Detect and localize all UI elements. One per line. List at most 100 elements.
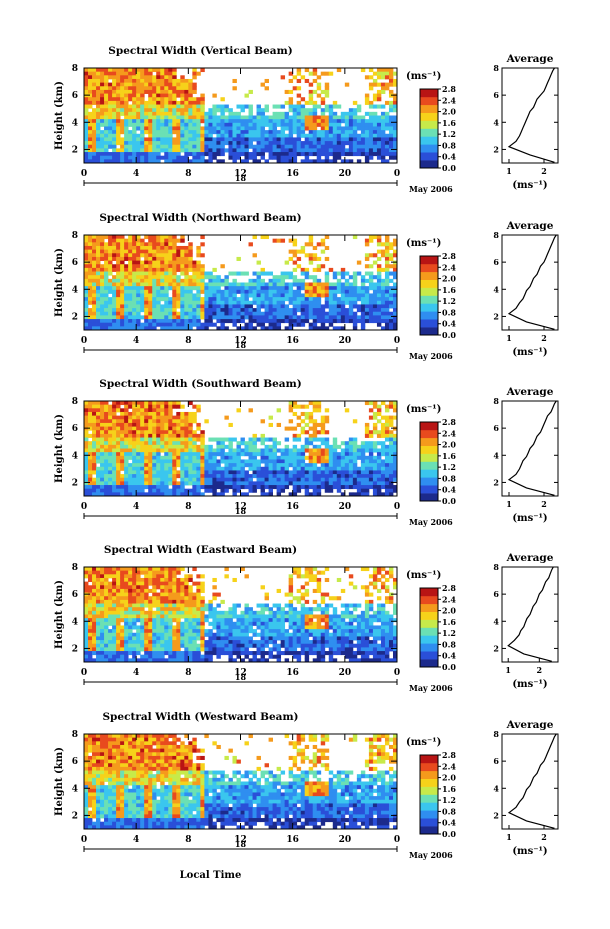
heatmap-cell	[92, 159, 97, 164]
heatmap-cell	[344, 289, 350, 294]
heatmap-cell	[320, 108, 326, 113]
heatmap-cell	[220, 477, 225, 482]
heatmap-cell	[392, 455, 398, 460]
heatmap-cell	[136, 286, 141, 291]
heatmap-cell	[148, 481, 153, 486]
heatmap-cell	[340, 111, 346, 116]
heatmap-cell	[292, 304, 298, 309]
heatmap-cell	[308, 119, 314, 124]
heatmap-cell	[176, 137, 181, 142]
heatmap-cell	[188, 474, 193, 479]
heatmap-cell	[244, 304, 249, 309]
heatmap-cell	[140, 300, 145, 305]
heatmap-cell	[196, 408, 201, 413]
heatmap-cell	[340, 304, 346, 309]
heatmap-cell	[120, 452, 125, 457]
heatmap-cell	[164, 492, 169, 497]
heatmap-cell	[244, 148, 249, 153]
heatmap-cell	[328, 115, 334, 120]
heatmap-cell	[320, 422, 326, 427]
heatmap-cell	[188, 256, 193, 261]
heatmap-cell	[168, 477, 173, 482]
heatmap-cell	[120, 108, 125, 113]
heatmap-cell	[168, 282, 173, 287]
heatmap-cell	[300, 249, 306, 254]
heatmap-cell	[280, 463, 286, 468]
heatmap-cell	[140, 144, 145, 149]
heatmap-cell	[256, 126, 261, 131]
heatmap-cell	[136, 426, 141, 431]
heatmap-cell	[272, 481, 278, 486]
heatmap-cell	[228, 144, 233, 149]
heatmap-cell	[368, 300, 374, 305]
heatmap-cell	[216, 282, 221, 287]
heatmap-cell	[328, 144, 334, 149]
heatmap-cell	[96, 97, 101, 102]
heatmap-cell	[332, 282, 338, 287]
heatmap-cell	[392, 126, 398, 131]
heatmap-cell	[188, 137, 193, 142]
heatmap-cell	[320, 315, 326, 320]
heatmap-cell	[276, 104, 282, 109]
heatmap-cell	[348, 455, 354, 460]
heatmap-cell	[96, 311, 101, 316]
heatmap-cell	[200, 437, 205, 442]
heatmap-cell	[144, 408, 149, 413]
heatmap-cell	[180, 315, 185, 320]
heatmap-cell	[92, 93, 97, 98]
heatmap-cell	[224, 278, 229, 283]
colorbar-segment	[420, 303, 438, 312]
heatmap-cell	[260, 282, 265, 287]
heatmap-cell	[308, 293, 314, 298]
heatmap-cell	[348, 441, 354, 446]
heatmap-cell	[388, 108, 394, 113]
heatmap-cell	[116, 315, 121, 320]
heatmap-cell	[100, 481, 105, 486]
heatmap-cell	[152, 115, 157, 120]
heatmap-cell	[188, 104, 193, 109]
heatmap-cell	[160, 249, 165, 254]
heatmap-cell	[264, 289, 269, 294]
heatmap-cell	[276, 466, 282, 471]
heatmap-cell	[368, 111, 374, 116]
heatmap-cell	[168, 430, 173, 435]
heatmap-cell	[244, 119, 249, 124]
heatmap-cell	[92, 585, 97, 590]
heatmap-cell	[124, 308, 129, 313]
heatmap-cell	[288, 408, 294, 413]
heatmap-cell	[284, 474, 290, 479]
heatmap-cell	[184, 311, 189, 316]
heatmap-cell	[192, 322, 197, 327]
heatmap-cell	[328, 159, 334, 164]
heatmap-cell	[364, 297, 370, 302]
heatmap-cell	[272, 485, 278, 490]
heatmap-cell	[84, 444, 89, 449]
heatmap-cell	[320, 242, 326, 247]
heatmap-cell	[364, 286, 370, 291]
heatmap-cell	[300, 474, 306, 479]
heatmap-cell	[212, 477, 217, 482]
heatmap-cell	[92, 108, 97, 113]
heatmap-cell	[136, 78, 141, 84]
heatmap-cell	[324, 93, 330, 98]
heatmap-cell	[380, 441, 386, 446]
heatmap-cell	[364, 253, 370, 258]
heatmap-cell	[128, 93, 133, 98]
heatmap-cell	[120, 253, 125, 258]
heatmap-cell	[212, 485, 217, 490]
heatmap-cell	[180, 137, 185, 142]
heatmap-cell	[280, 293, 286, 298]
heatmap-cell	[316, 455, 322, 460]
heatmap-cell	[172, 137, 177, 142]
heatmap-cell	[164, 455, 169, 460]
heatmap-cell	[108, 108, 113, 113]
heatmap-cell	[236, 308, 241, 313]
heatmap-cell	[364, 148, 370, 153]
heatmap-cell	[200, 253, 205, 258]
heatmap-cell	[296, 297, 302, 302]
heatmap-cell	[112, 570, 117, 575]
heatmap-cell	[104, 401, 109, 406]
heatmap-cell	[348, 297, 354, 302]
heatmap-cell	[88, 104, 93, 109]
heatmap-cell	[268, 463, 273, 468]
